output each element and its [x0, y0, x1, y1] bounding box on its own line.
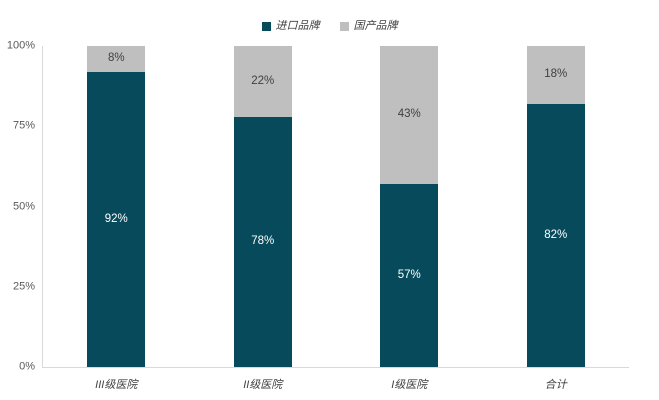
plot-area: 0% 25% 50% 75% 100% 8% 92% 22% 78% 43% 57% 18% 82% … [7, 40, 629, 391]
x-axis-category-label: 合计 [544, 379, 567, 391]
legend-item-1: 国产品牌 [339, 20, 398, 32]
bar-segment: 57% [380, 184, 439, 367]
bar-segment: 92% [87, 71, 146, 367]
y-axis-tick-label: 50% [12, 200, 35, 212]
y-axis-tick-label: 75% [12, 119, 35, 132]
legend-label: 国产品牌 [353, 20, 398, 32]
bar-value-label: 78% [251, 235, 275, 248]
y-axis-tick-label: 25% [12, 280, 35, 293]
x-axis-category-label: II级医院 [243, 379, 283, 391]
legend-swatch-icon [261, 22, 271, 31]
bar-value-label: 92% [104, 212, 128, 225]
bar-segment: 18% [526, 46, 585, 104]
x-axis-category-label: I级医院 [391, 379, 428, 391]
legend: 进口品牌 国产品牌 [0, 21, 659, 32]
bar-value-label: 8% [107, 52, 125, 65]
stacked-bar: 43% 57% [380, 46, 439, 367]
x-axis-category-label: III级医院 [95, 379, 138, 391]
stacked-bar: 8% 92% [87, 46, 146, 367]
stacked-bar: 18% 82% [526, 46, 585, 367]
bar-value-label: 43% [397, 108, 421, 121]
bar-segment: 43% [380, 46, 439, 185]
stacked-bar: 22% 78% [233, 46, 292, 367]
bar-value-label: 18% [544, 68, 568, 81]
bar-segment: 8% [87, 46, 146, 72]
bar-value-label: 22% [251, 74, 275, 87]
legend-item-0: 进口品牌 [261, 20, 320, 32]
y-axis-tick-label: 0% [19, 360, 35, 373]
bar-segment: 82% [526, 103, 585, 367]
legend-swatch-icon [339, 22, 349, 31]
bar-value-label: 82% [544, 228, 568, 241]
y-axis-tick-label: 100% [6, 39, 35, 52]
bar-value-label: 57% [397, 268, 421, 281]
bar-segment: 22% [233, 46, 292, 117]
bar-segment: 78% [233, 116, 292, 367]
legend-label: 进口品牌 [275, 20, 320, 32]
